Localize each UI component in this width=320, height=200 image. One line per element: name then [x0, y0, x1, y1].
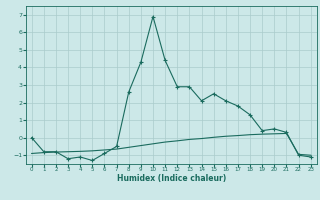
X-axis label: Humidex (Indice chaleur): Humidex (Indice chaleur)	[116, 174, 226, 183]
